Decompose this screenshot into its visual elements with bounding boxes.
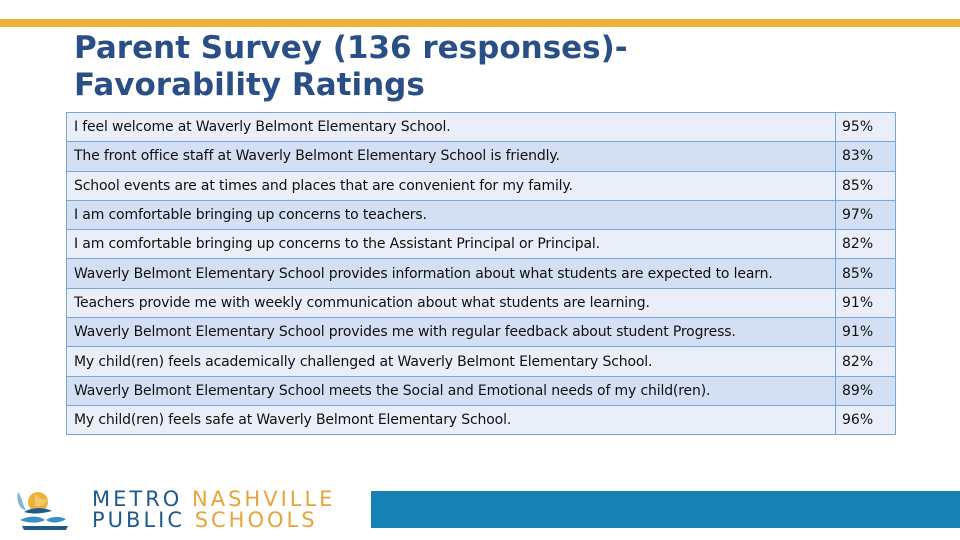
- table-row: My child(ren) feels safe at Waverly Belm…: [66, 404, 896, 436]
- statement-cell: I am comfortable bringing up concerns to…: [66, 229, 836, 260]
- statement-cell: I am comfortable bringing up concerns to…: [66, 199, 836, 231]
- logo-word-metro: METRO: [92, 487, 183, 511]
- percent-cell: 91%: [835, 287, 896, 319]
- slide-title: Parent Survey (136 responses)- Favorabil…: [74, 30, 874, 104]
- footer-accent-bar: [371, 491, 960, 528]
- percent-cell: 97%: [835, 199, 896, 231]
- percent-cell: 89%: [835, 375, 896, 406]
- table-row: My child(ren) feels academically challen…: [66, 346, 896, 377]
- school-logo-icon: [17, 492, 68, 530]
- table-row: Waverly Belmont Elementary School provid…: [66, 317, 896, 348]
- statement-cell: My child(ren) feels academically challen…: [66, 346, 836, 377]
- metro-nashville-public-schools-logo: METRO NASHVILLE PUBLIC SCHOOLS: [14, 488, 364, 533]
- statement-cell: Waverly Belmont Elementary School meets …: [66, 375, 836, 406]
- logo-word-public: PUBLIC: [92, 508, 185, 532]
- statement-cell: Waverly Belmont Elementary School provid…: [66, 258, 836, 289]
- statement-cell: The front office staff at Waverly Belmon…: [66, 141, 836, 172]
- percent-cell: 95%: [835, 111, 896, 143]
- percent-cell: 83%: [835, 141, 896, 172]
- percent-cell: 85%: [835, 258, 896, 289]
- percent-cell: 96%: [835, 404, 896, 436]
- table-row: I am comfortable bringing up concerns to…: [66, 229, 896, 260]
- slide-title-line-2: Favorability Ratings: [74, 67, 425, 103]
- table-row: Waverly Belmont Elementary School provid…: [66, 258, 896, 289]
- percent-cell: 82%: [835, 346, 896, 377]
- statement-cell: Waverly Belmont Elementary School provid…: [66, 317, 836, 348]
- logo-wordmark: METRO NASHVILLE PUBLIC SCHOOLS: [92, 489, 335, 531]
- percent-cell: 91%: [835, 317, 896, 348]
- table-row: I am comfortable bringing up concerns to…: [66, 199, 896, 231]
- logo-word-schools: SCHOOLS: [194, 508, 318, 532]
- statement-cell: Teachers provide me with weekly communic…: [66, 287, 836, 319]
- statement-cell: I feel welcome at Waverly Belmont Elemen…: [66, 111, 836, 143]
- table-row: I feel welcome at Waverly Belmont Elemen…: [66, 111, 896, 143]
- logo-word-nashville: NASHVILLE: [192, 487, 336, 511]
- percent-cell: 82%: [835, 229, 896, 260]
- favorability-table: I feel welcome at Waverly Belmont Elemen…: [66, 111, 896, 436]
- table-row: Teachers provide me with weekly communic…: [66, 287, 896, 319]
- table-row: School events are at times and places th…: [66, 170, 896, 201]
- top-accent-bar: [0, 19, 960, 27]
- statement-cell: School events are at times and places th…: [66, 170, 836, 201]
- table-row: The front office staff at Waverly Belmon…: [66, 141, 896, 172]
- table-row: Waverly Belmont Elementary School meets …: [66, 375, 896, 406]
- percent-cell: 85%: [835, 170, 896, 201]
- statement-cell: My child(ren) feels safe at Waverly Belm…: [66, 404, 836, 436]
- slide-title-line-1: Parent Survey (136 responses)-: [74, 30, 628, 66]
